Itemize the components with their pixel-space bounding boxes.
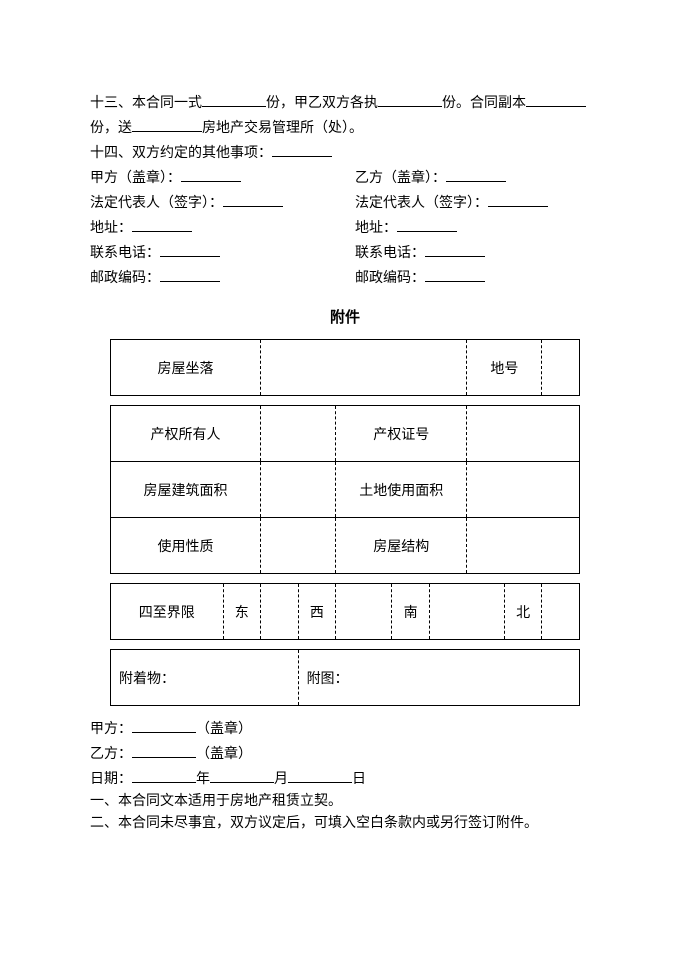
blank xyxy=(446,165,506,182)
cell-blank xyxy=(261,518,336,574)
table-row: 房屋坐落 地号 xyxy=(111,340,580,396)
table-row: 使用性质 房屋结构 xyxy=(111,518,580,574)
blank xyxy=(132,215,192,232)
label: 联系电话： xyxy=(90,246,160,261)
blank xyxy=(288,766,352,783)
cell-blank xyxy=(261,406,336,462)
y: 年 xyxy=(196,772,210,787)
blank xyxy=(132,766,196,783)
cell-west: 西 xyxy=(298,584,336,640)
label: 日期： xyxy=(90,772,132,787)
footer-yi: 乙方： （盖章） xyxy=(90,741,600,766)
text: 房地产交易管理所（处）。 xyxy=(202,121,363,136)
cell-east: 东 xyxy=(223,584,261,640)
blank xyxy=(132,741,196,758)
text: 份，甲乙双方各执 xyxy=(266,96,378,111)
label: 地址： xyxy=(355,221,397,236)
clause-13-line1: 十三、本合同一式 份，甲乙双方各执 份。合同副本 xyxy=(90,90,600,115)
label: 甲方（盖章）： xyxy=(90,171,181,186)
cell-figure: 附图： xyxy=(298,650,579,706)
cell-blank xyxy=(467,518,580,574)
cell-blank xyxy=(261,340,467,396)
cell-bounds: 四至界限 xyxy=(111,584,224,640)
cell-building-area: 房屋建筑面积 xyxy=(111,462,261,518)
blank xyxy=(378,90,442,107)
cell-north: 北 xyxy=(504,584,542,640)
table-row: 房屋建筑面积 土地使用面积 xyxy=(111,462,580,518)
blank xyxy=(181,165,241,182)
blank xyxy=(397,215,457,232)
party-b-col: 乙方（盖章）： 法定代表人（签字）： 地址： 联系电话： 邮政编码： xyxy=(335,165,600,290)
blank xyxy=(132,716,196,733)
cell-blank xyxy=(429,584,504,640)
cell-blank xyxy=(542,584,580,640)
cell-blank xyxy=(467,406,580,462)
blank xyxy=(132,115,202,132)
blank xyxy=(425,265,485,282)
cell-deed-no: 产权证号 xyxy=(336,406,467,462)
blank xyxy=(223,190,283,207)
attachment-title: 附件 xyxy=(90,306,600,327)
blank xyxy=(202,90,266,107)
text: 十三、本合同一式 xyxy=(90,96,202,111)
cell-blank xyxy=(336,584,392,640)
table-row: 产权所有人 产权证号 xyxy=(111,406,580,462)
blank xyxy=(160,265,220,282)
footer-note-2: 二、本合同未尽事宜，双方议定后，可填入空白条款内或另行签订附件。 xyxy=(90,813,600,835)
blank xyxy=(526,90,586,107)
blank xyxy=(488,190,548,207)
m: 月 xyxy=(274,772,288,787)
clause-14: 十四、双方约定的其他事项： xyxy=(90,140,600,165)
party-block: 甲方（盖章）： 法定代表人（签字）： 地址： 联系电话： 邮政编码： 乙方（盖章… xyxy=(90,165,600,290)
text: 份。合同副本 xyxy=(442,96,526,111)
blank xyxy=(210,766,274,783)
blank xyxy=(425,240,485,257)
cell-blank xyxy=(467,462,580,518)
label: 邮政编码： xyxy=(90,271,160,286)
label: 邮政编码： xyxy=(355,271,425,286)
cell-blank xyxy=(261,462,336,518)
label: 联系电话： xyxy=(355,246,425,261)
clause-13-line2: 份，送 房地产交易管理所（处）。 xyxy=(90,115,600,140)
party-a-col: 甲方（盖章）： 法定代表人（签字）： 地址： 联系电话： 邮政编码： xyxy=(90,165,335,290)
cell-south: 南 xyxy=(392,584,430,640)
cell-land-area: 土地使用面积 xyxy=(336,462,467,518)
table-row: 附着物： 附图： xyxy=(111,650,580,706)
cell-structure: 房屋结构 xyxy=(336,518,467,574)
label: 地址： xyxy=(90,221,132,236)
footer-note-1: 一、本合同文本适用于房地产租赁立契。 xyxy=(90,791,600,813)
attachment-table: 房屋坐落 地号 产权所有人 产权证号 房屋建筑面积 土地使用面积 xyxy=(110,339,580,706)
cell-attachment: 附着物： xyxy=(111,650,299,706)
text: 十四、双方约定的其他事项： xyxy=(90,146,272,161)
table-row: 四至界限 东 西 南 北 xyxy=(111,584,580,640)
label: 甲方： xyxy=(90,722,132,737)
label: 法定代表人（签字）： xyxy=(90,196,223,211)
blank xyxy=(272,140,332,157)
blank xyxy=(160,240,220,257)
cell-usage: 使用性质 xyxy=(111,518,261,574)
cell-house-location: 房屋坐落 xyxy=(111,340,261,396)
cell-blank xyxy=(542,340,580,396)
cell-owner: 产权所有人 xyxy=(111,406,261,462)
footer-jia: 甲方： （盖章） xyxy=(90,716,600,741)
label: 乙方： xyxy=(90,747,132,762)
seal: （盖章） xyxy=(196,722,252,737)
cell-blank xyxy=(261,584,299,640)
text: 份，送 xyxy=(90,121,132,136)
label: 乙方（盖章）： xyxy=(355,171,446,186)
label: 法定代表人（签字）： xyxy=(355,196,488,211)
d: 日 xyxy=(352,772,366,787)
cell-land-no: 地号 xyxy=(467,340,542,396)
seal: （盖章） xyxy=(196,747,252,762)
footer-date: 日期： 年 月 日 xyxy=(90,766,600,791)
